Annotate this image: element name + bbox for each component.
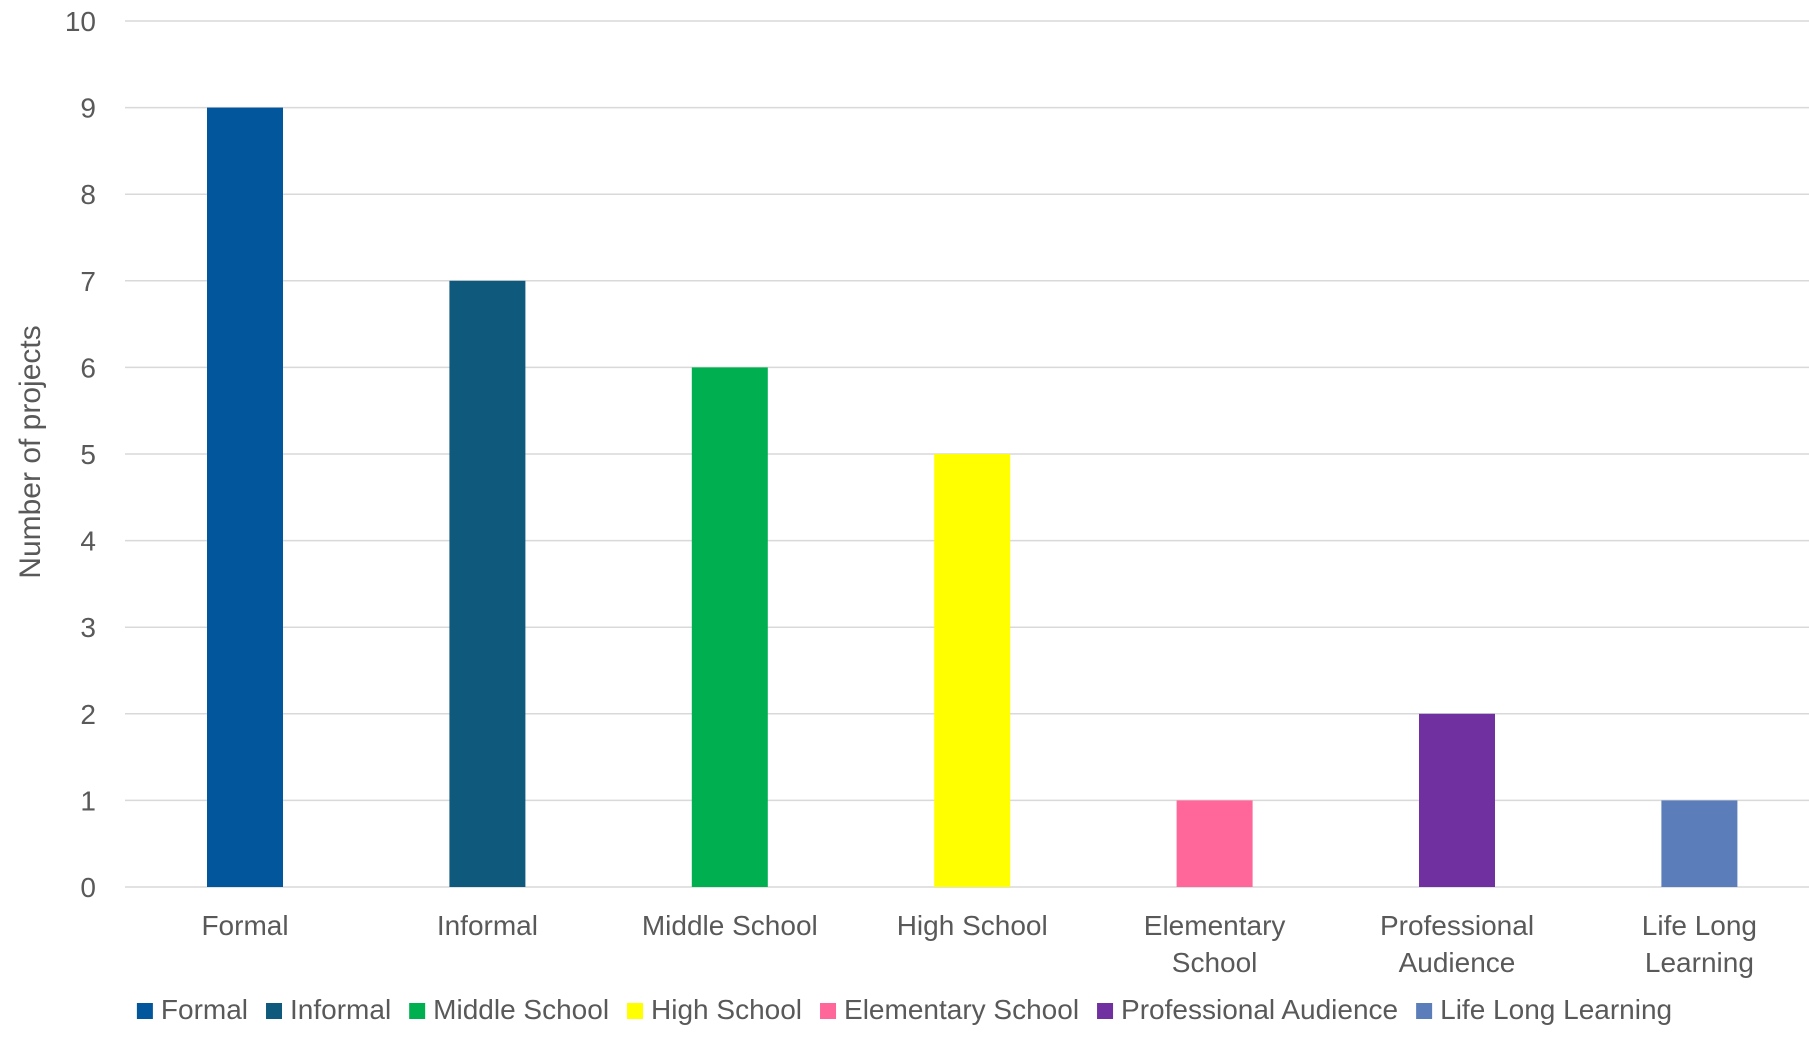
y-tick-label: 6 <box>80 352 96 383</box>
legend-label: Elementary School <box>844 994 1079 1025</box>
x-axis-tick-labels: Formal Informal Middle School High School El… <box>201 910 1757 978</box>
x-tick-label: School <box>1172 947 1258 978</box>
x-tick-label: Learning <box>1645 947 1754 978</box>
legend-label: Professional Audience <box>1121 994 1398 1025</box>
y-tick-label: 4 <box>80 526 96 557</box>
legend-label: Life Long Learning <box>1440 994 1672 1025</box>
bar-professional-audience <box>1419 713 1495 887</box>
y-axis-tick-labels: 0 1 2 3 4 5 6 7 8 9 10 <box>65 6 96 903</box>
y-axis-title: Number of projects <box>14 325 47 578</box>
legend-swatch <box>627 1003 644 1019</box>
x-tick-label: Audience <box>1399 947 1516 978</box>
legend-item: Informal <box>266 994 391 1025</box>
bar-high-school <box>934 454 1011 887</box>
legend-swatch <box>820 1003 837 1019</box>
legend-label: Formal <box>161 994 248 1025</box>
y-tick-label: 7 <box>80 266 96 297</box>
legend-swatch <box>136 1003 153 1019</box>
legend-swatch <box>1097 1003 1114 1019</box>
legend-item: Professional Audience <box>1097 994 1398 1025</box>
bars <box>207 107 1738 888</box>
legend-label: High School <box>651 994 802 1025</box>
bar-middle-school <box>691 367 768 887</box>
y-tick-label: 9 <box>80 93 96 124</box>
legend: Formal Informal Middle School High School El… <box>136 994 1672 1025</box>
y-tick-label: 1 <box>80 785 96 816</box>
x-tick-label: Life Long <box>1642 910 1757 941</box>
x-tick-label: Informal <box>437 910 538 941</box>
legend-label: Middle School <box>433 994 609 1025</box>
y-tick-label: 2 <box>80 699 96 730</box>
bar-elementary-school <box>1176 800 1253 887</box>
x-tick-label: Middle School <box>642 910 818 941</box>
y-tick-label: 10 <box>65 6 96 37</box>
bar-informal <box>449 280 526 887</box>
y-tick-label: 3 <box>80 612 96 643</box>
x-tick-label: High School <box>897 910 1048 941</box>
legend-item: Middle School <box>409 994 609 1025</box>
x-tick-label: Elementary <box>1144 910 1286 941</box>
bar-formal <box>207 107 283 888</box>
legend-item: High School <box>627 994 802 1025</box>
y-tick-label: 8 <box>80 179 96 210</box>
x-tick-label: Professional <box>1380 910 1534 941</box>
legend-swatch <box>1416 1003 1433 1019</box>
y-tick-label: 0 <box>80 872 96 903</box>
y-tick-label: 5 <box>80 439 96 470</box>
legend-swatch <box>266 1003 283 1019</box>
legend-swatch <box>409 1003 426 1019</box>
legend-item: Elementary School <box>820 994 1079 1025</box>
bar-life-long-learning <box>1661 800 1738 887</box>
legend-label: Informal <box>290 994 391 1025</box>
legend-item: Life Long Learning <box>1416 994 1672 1025</box>
legend-item: Formal <box>136 994 248 1025</box>
x-tick-label: Formal <box>201 910 288 941</box>
